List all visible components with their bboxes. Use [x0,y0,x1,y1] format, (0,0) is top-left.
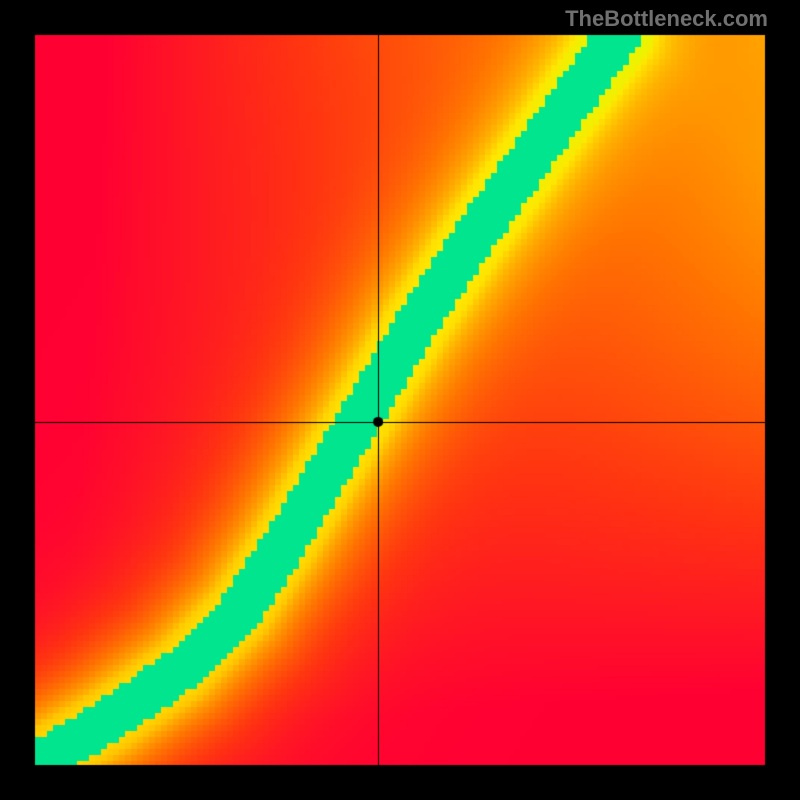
chart-container: TheBottleneck.com [0,0,800,800]
watermark-text: TheBottleneck.com [565,6,768,32]
bottleneck-heatmap [0,0,800,800]
